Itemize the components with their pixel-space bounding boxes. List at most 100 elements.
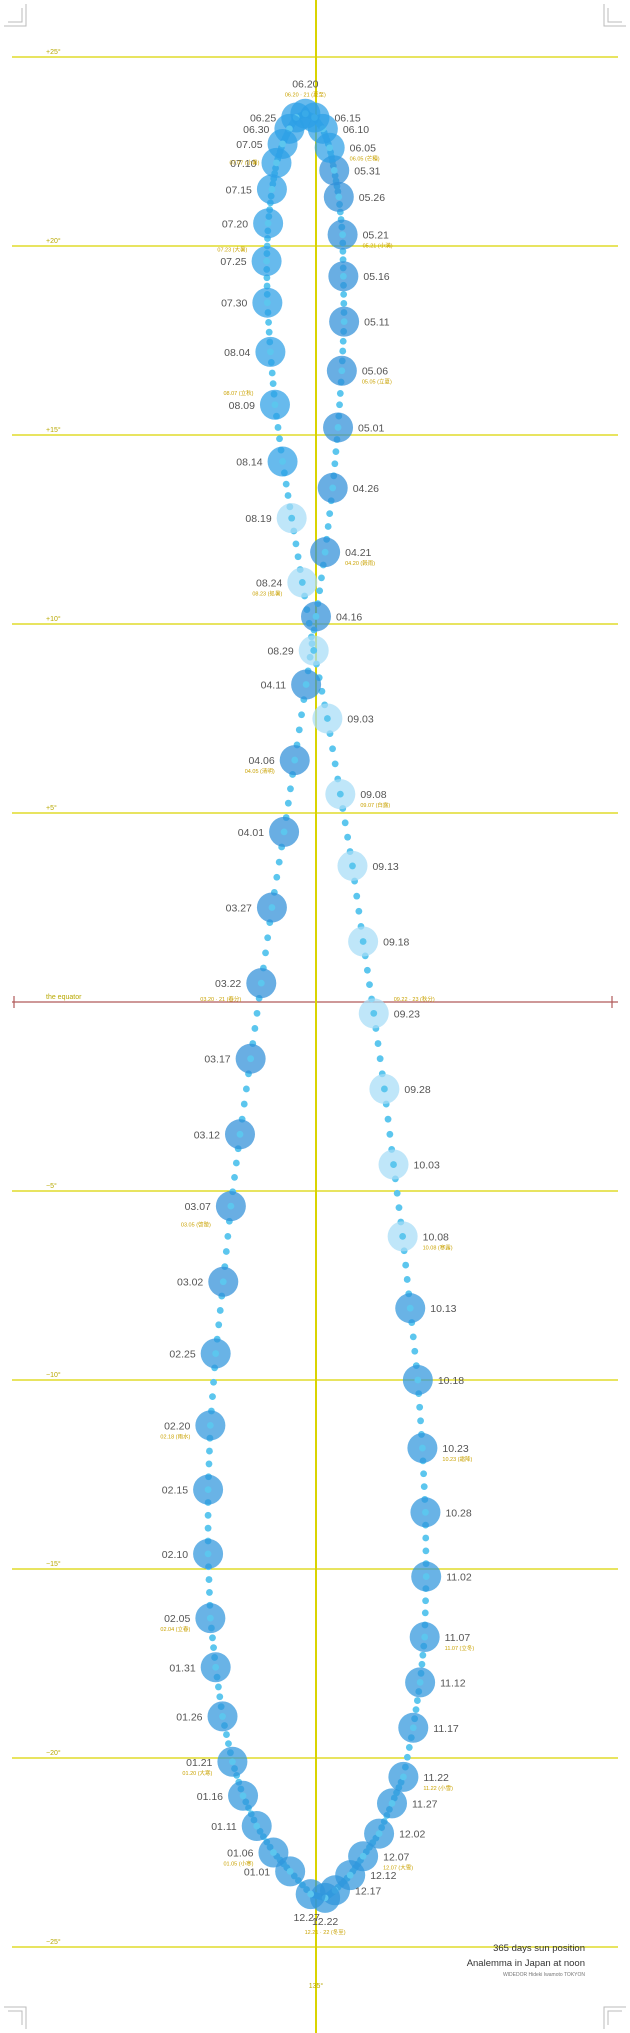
date-label: 05.16 [363,271,389,283]
date-label: 02.10 [162,1549,188,1561]
sun-center-dot [324,715,331,722]
trail-dot [204,1524,212,1532]
sun-marker [256,174,287,205]
trail-dot [222,1248,230,1255]
sun-center-dot [268,904,276,911]
date-label: 12.02 [399,1829,425,1841]
trail-dot [395,1204,403,1212]
trail-dot [265,328,273,336]
sun-center-dot [399,1232,407,1240]
date-label: 01.11 [211,1821,237,1833]
date-label: 06.20 [292,79,318,91]
sun-marker [200,1652,231,1683]
trail-dot [269,380,277,387]
trail-dot [205,1460,213,1468]
trail-dot [340,290,348,298]
trail-dot [324,523,332,530]
solar-term-label: 05.05 (立夏) [362,378,392,386]
trail-dot [294,553,302,561]
sun-center-dot [422,1573,430,1580]
trail-dot [242,1085,250,1093]
sun-marker [255,336,286,367]
latitude-label: −5° [46,1182,57,1190]
caption-subtitle: Analemma in Japan at noon [467,1958,585,1969]
trail-dot [422,1547,430,1555]
sun-center-dot [288,514,296,522]
trail-dot [268,369,276,377]
caption-credit: WIDEDOR Hideki Iwamoto TOKYON [503,1972,585,1978]
sun-center-dot [326,144,334,152]
date-label: 04.16 [336,611,362,623]
sun-marker [225,1119,255,1150]
sun-marker [411,1561,442,1592]
sun-marker [287,567,318,598]
sun-marker [195,1410,226,1441]
sun-marker [337,850,368,881]
date-label: 05.11 [364,317,390,329]
trail-dot [403,1276,411,1283]
trail-dot [336,401,343,409]
sun-center-dot [302,681,310,688]
trail-dot [274,424,282,431]
date-label: 08.04 [224,347,250,359]
date-label: 09.18 [383,937,409,949]
sun-center-dot [263,299,271,307]
sun-center-dot [264,219,272,227]
solar-term-label: 01.20 (大寒) [182,1769,212,1777]
date-label: 05.31 [354,165,380,177]
trail-dot [284,799,292,807]
date-label: 10.03 [414,1160,440,1172]
solar-term-label: 02.04 (立春) [160,1625,190,1633]
date-label: 07.15 [226,184,252,196]
sun-marker [395,1293,426,1324]
crop-mark-top-left [4,4,27,27]
date-label: 11.22 [423,1772,449,1784]
date-labels: 01.01 01.06 01.11 01.16 01.21 01.26 01.31 02.05… [162,79,472,1928]
sun-center-dot [334,424,342,431]
sun-center-dot [239,1792,247,1800]
trail-dot [215,1321,223,1329]
date-label: 11.02 [446,1572,472,1584]
date-label: 01.01 [244,1866,270,1878]
sun-center-dot [227,1202,235,1210]
sun-marker [317,472,348,503]
sun-marker [301,601,331,632]
sun-marker [325,779,356,810]
solar-term-label: 09.22 · 23 (秋分) [394,995,435,1003]
trail-dot [275,858,283,866]
date-label: 06.15 [334,112,360,124]
sun-marker [195,1603,226,1634]
date-label: 02.25 [169,1349,195,1361]
trail-dot [402,1261,410,1269]
sun-center-dot [286,1868,294,1875]
sun-center-dot [346,1871,354,1879]
solar-term-label: 08.23 (処暑) [252,589,282,597]
date-label: 10.23 [442,1443,468,1455]
sun-center-dot [253,1822,261,1830]
date-label: 05.01 [358,422,384,434]
sun-center-dot [273,159,280,167]
trail-dot [421,1609,429,1617]
sun-center-dot [257,979,265,987]
trail-dot [413,1697,421,1704]
sun-marker [279,745,310,776]
sun-center-dot [321,548,329,556]
trail-dot [318,687,326,695]
sun-marker [193,1538,224,1569]
trail-dot [403,1753,411,1761]
sun-marker [410,1497,441,1528]
trail-dot [210,1644,217,1652]
date-label: 09.13 [372,861,398,873]
solar-term-label: 05.21 (小満) [363,242,393,250]
date-label: 03.17 [204,1054,230,1066]
date-label: 10.08 [423,1231,449,1243]
trail-dot [331,760,339,768]
trail-dot [405,1744,413,1751]
trail-dot [262,949,269,957]
sun-marker [388,1761,419,1792]
trail-dot [374,1040,382,1047]
sun-center-dot [339,231,346,239]
date-label: 05.21 [363,230,389,242]
date-label: 02.15 [162,1485,188,1497]
sun-marker [358,998,389,1029]
